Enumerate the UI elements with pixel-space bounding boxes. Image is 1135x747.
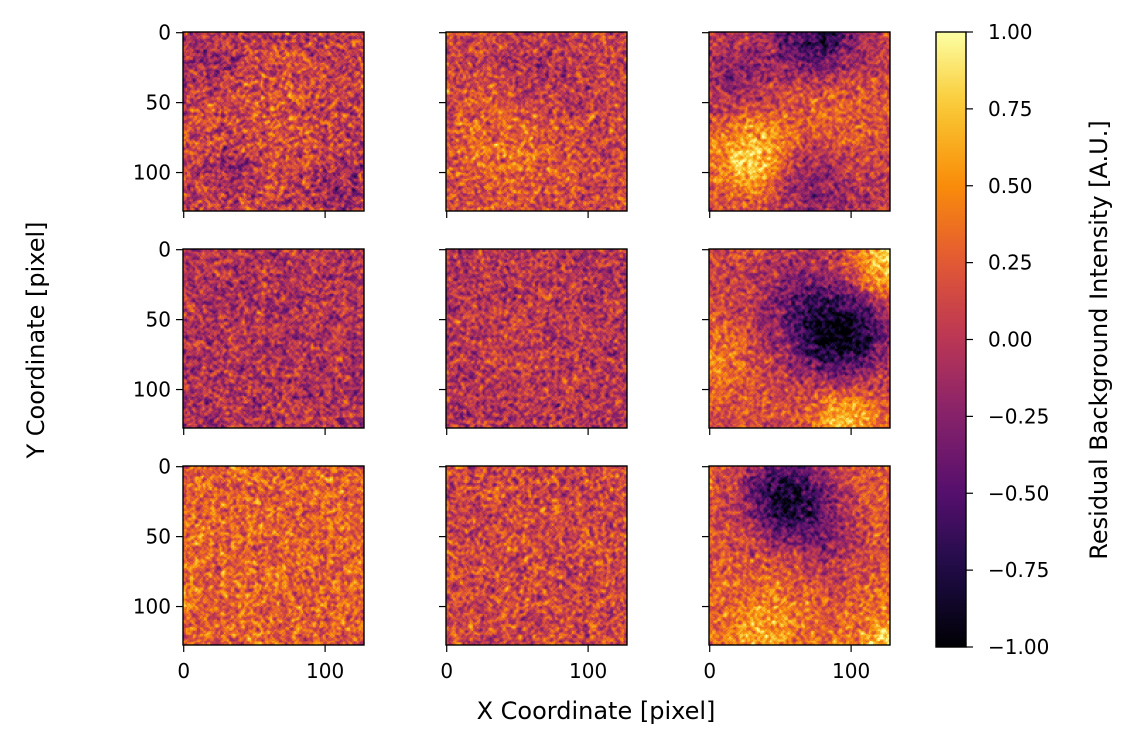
colorbar-tick-label: 0.75	[988, 97, 1033, 121]
heatmap-panel-r1-c0: 0 50 100	[133, 238, 365, 435]
heatmap-image	[183, 32, 364, 211]
heatmap-image	[709, 466, 890, 645]
panel-frame	[708, 248, 891, 429]
y-tick-label: 0	[158, 455, 171, 479]
x-axis-label: X Coordinate [pixel]	[477, 697, 716, 725]
colorbar-tick-label: 1.00	[988, 20, 1033, 44]
y-axis-label: Y Coordinate [pixel]	[22, 221, 50, 459]
heatmap-image	[183, 466, 364, 645]
x-tick-label: 0	[440, 659, 453, 683]
x-tick-label: 0	[177, 659, 190, 683]
panel-frame	[182, 31, 365, 212]
colorbar-tick-label: −0.50	[988, 481, 1049, 505]
x-tick-label: 100	[569, 659, 607, 683]
y-tick-label: 100	[133, 378, 171, 402]
panel-frame	[445, 31, 628, 212]
colorbar-label: Residual Background Intensity [A.U.]	[1085, 120, 1113, 559]
colorbar-tick-label: −1.00	[988, 635, 1049, 659]
y-tick-label: 0	[158, 21, 171, 45]
y-tick-label: 50	[146, 91, 171, 115]
heatmap-image	[709, 32, 890, 211]
heatmap-panel-r0-c0: 0 50 100	[133, 21, 365, 218]
x-tick-label: 0	[703, 659, 716, 683]
colorbar-tick-label: −0.25	[988, 404, 1049, 428]
heatmap-panel-r1-c1	[439, 248, 628, 435]
colorbar-tick-label: 0.00	[988, 328, 1033, 352]
panel-frame	[445, 465, 628, 646]
heatmap-image	[446, 249, 627, 428]
heatmap-image	[183, 249, 364, 428]
heatmap-panel-r1-c2	[702, 248, 891, 435]
x-tick-label: 100	[832, 659, 870, 683]
y-tick-label: 50	[146, 308, 171, 332]
colorbar-tick-label: 0.25	[988, 251, 1033, 275]
x-tick-label: 100	[306, 659, 344, 683]
heatmap-panel-r2-c0: 0 50 100 0 100	[133, 455, 365, 683]
colorbar: 1.00 0.75 0.50 0.25 0.00 −0.25 −0.50 −0.75 −1.00…	[935, 20, 1113, 659]
heatmap-grid: 0 50 100 0 50 100 0 50 100 0 100 0 100 0 100	[133, 21, 891, 683]
heatmap-image	[446, 32, 627, 211]
heatmap-panel-r2-c1: 0 100	[439, 465, 628, 683]
heatmap-panel-r0-c1	[439, 31, 628, 218]
panel-frame	[708, 31, 891, 212]
y-tick-label: 100	[133, 595, 171, 619]
colorbar-gradient	[935, 31, 967, 648]
panel-frame	[182, 465, 365, 646]
panel-frame	[708, 465, 891, 646]
panel-frame	[445, 248, 628, 429]
colorbar-tick-label: −0.75	[988, 558, 1049, 582]
heatmap-image	[446, 466, 627, 645]
heatmap-panel-r2-c2: 0 100	[702, 465, 891, 683]
y-tick-label: 0	[158, 238, 171, 262]
heatmap-image	[709, 249, 890, 428]
y-tick-label: 100	[133, 161, 171, 185]
y-tick-label: 50	[146, 525, 171, 549]
heatmap-panel-r0-c2	[702, 31, 891, 218]
colorbar-ticks: 1.00 0.75 0.50 0.25 0.00 −0.25 −0.50 −0.75 −1.00	[966, 20, 1049, 659]
colorbar-tick-label: 0.50	[988, 174, 1033, 198]
panel-frame	[182, 248, 365, 429]
